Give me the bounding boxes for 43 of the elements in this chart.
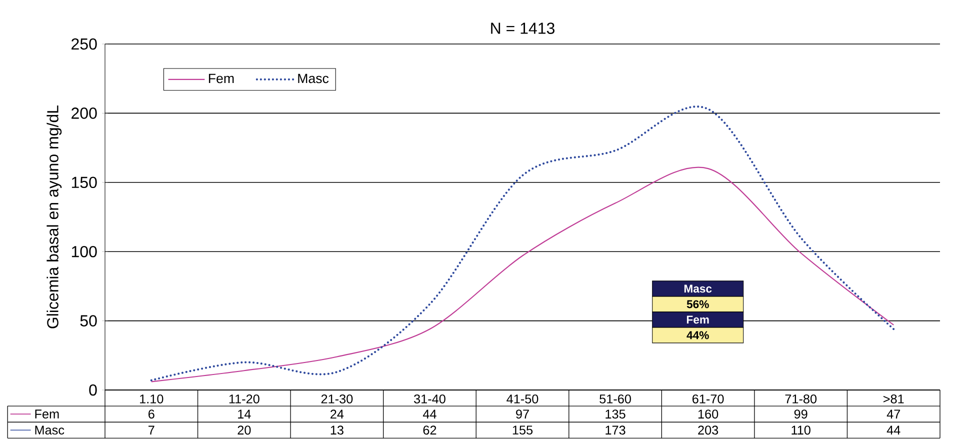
data-label: 7 (148, 426, 154, 434)
data-label: 110 (792, 426, 810, 435)
data-label: 173 (606, 426, 626, 435)
data-label: 14 (238, 410, 251, 418)
data-label: 97 (516, 410, 529, 419)
data-label: 99 (794, 410, 808, 419)
x-tick-label: >81 (883, 394, 904, 404)
x-tick-label: 71-80 (785, 394, 817, 404)
data-label: 13 (330, 426, 344, 435)
data-label: 47 (886, 410, 900, 418)
annotation: Fem (686, 316, 709, 324)
x-tick-label: 11-20 (229, 394, 260, 404)
text: Masc (35, 426, 64, 435)
data-label: 160 (698, 410, 718, 419)
y-tick-label: 150 (72, 176, 97, 188)
data-label: 135 (606, 410, 626, 419)
annotation: 44% (686, 331, 709, 340)
data-label: 44 (422, 410, 436, 418)
y-tick-label: 50 (80, 315, 97, 326)
data-label: 155 (512, 426, 533, 435)
x-tick-label: 41-50 (506, 394, 538, 404)
data-label: 24 (330, 410, 344, 419)
x-tick-label: 51-60 (600, 394, 631, 404)
annotation: Masc (684, 284, 712, 293)
x-tick-label: 1.10 (140, 394, 164, 404)
data-label: 20 (238, 426, 251, 435)
x-tick-label: 61-70 (692, 394, 724, 404)
annotation: 56% (686, 300, 709, 308)
x-tick-label: 31-40 (414, 394, 446, 404)
data-label: 203 (698, 426, 718, 435)
y-tick-label: 200 (72, 108, 97, 119)
y-axis-title: Glicemia basal en ayuno mg/dL (46, 106, 62, 328)
y-tick-label: 250 (72, 38, 97, 50)
y-tick-label: 100 (72, 246, 97, 258)
data-label: 44 (886, 426, 900, 434)
text: Fem (35, 410, 59, 418)
x-tick-label: 21-30 (321, 394, 353, 404)
data-label: 6 (148, 410, 154, 419)
legend-label: Masc (298, 74, 329, 84)
chart-title: N = 1413 (491, 22, 554, 34)
y-tick-label: 0 (89, 384, 97, 396)
data-label: 62 (423, 426, 436, 435)
legend-label: Fem (208, 74, 234, 84)
